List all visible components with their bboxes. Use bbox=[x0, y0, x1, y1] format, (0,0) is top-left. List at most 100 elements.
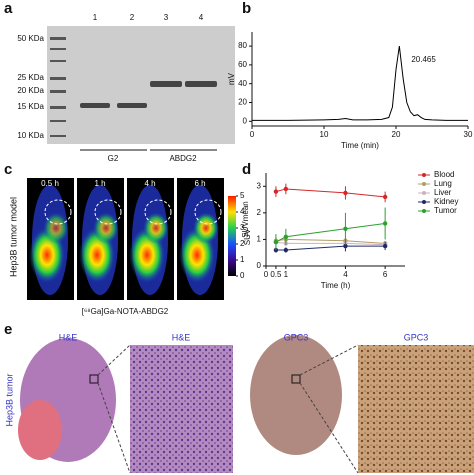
panel-label: a bbox=[4, 0, 13, 17]
legend-marker bbox=[422, 209, 426, 213]
y-tick-label: 1 bbox=[257, 235, 262, 244]
y-tick-label: 0 bbox=[257, 261, 262, 270]
y-tick-label: 60 bbox=[238, 60, 247, 69]
peak-annotation: 20.465 bbox=[411, 55, 436, 64]
histology-row-label: Hep3B tumor bbox=[4, 373, 14, 426]
marker-label: 10 KDa bbox=[17, 131, 44, 140]
zoom-box bbox=[291, 374, 301, 384]
pet-ylabel: Hep3B tumor model bbox=[8, 197, 18, 277]
he-slide-region bbox=[18, 400, 62, 460]
y-tick-label: 40 bbox=[238, 79, 247, 88]
y-tick-label: 20 bbox=[238, 98, 247, 107]
histology-title: GPC3 bbox=[284, 332, 309, 342]
colorbar-tick-label: 2 bbox=[240, 239, 245, 248]
ladder bbox=[50, 37, 66, 137]
data-line bbox=[275, 188, 386, 198]
lane-label: 1 bbox=[93, 13, 98, 22]
tumor-outline bbox=[44, 199, 72, 225]
lane-label: 3 bbox=[164, 13, 169, 22]
pet-uptake bbox=[143, 212, 169, 244]
group-label: G2 bbox=[108, 154, 119, 163]
data-line bbox=[275, 245, 386, 251]
panel-label: b bbox=[242, 0, 251, 17]
pet-caption: [⁶⁸Ga]Ga-NOTA-ABDG2 bbox=[82, 307, 169, 316]
y-tick-label: 80 bbox=[238, 41, 247, 50]
marker-label: 15 KDa bbox=[17, 102, 44, 111]
legend-marker bbox=[422, 200, 426, 204]
data-point bbox=[283, 234, 289, 239]
x-tick-label: 10 bbox=[320, 130, 329, 139]
lane-label: 4 bbox=[199, 13, 204, 22]
y-axis-label: mV bbox=[227, 72, 236, 85]
marker-label: 25 KDa bbox=[17, 73, 44, 82]
he-zoom bbox=[130, 345, 233, 473]
pet-uptake bbox=[93, 212, 119, 244]
colorbar-tick-label: 3 bbox=[240, 223, 245, 232]
x-tick-label: 0 bbox=[264, 270, 269, 279]
x-tick-label: 4 bbox=[343, 270, 348, 279]
colorbar-label: SUV bbox=[243, 228, 252, 245]
data-point bbox=[283, 186, 289, 192]
lane-label: 2 bbox=[130, 13, 135, 22]
data-point bbox=[382, 221, 388, 226]
legend-label: Blood bbox=[434, 170, 454, 179]
colorbar bbox=[228, 196, 236, 276]
x-tick-label: 6 bbox=[383, 270, 388, 279]
y-tick-label: 2 bbox=[257, 208, 262, 217]
colorbar-tick-label: 5 bbox=[240, 191, 245, 200]
pet-time: 6 h bbox=[194, 179, 205, 188]
ihc-slide bbox=[250, 335, 342, 455]
tumor-outline bbox=[94, 199, 122, 225]
data-point bbox=[273, 189, 279, 194]
marker-label: 20 KDa bbox=[17, 86, 44, 95]
data-point bbox=[382, 243, 388, 249]
legend-marker bbox=[422, 191, 426, 195]
x-tick-label: 0 bbox=[250, 130, 255, 139]
legend-label: Tumor bbox=[434, 206, 457, 215]
y-tick-label: 0 bbox=[243, 116, 248, 125]
legend-marker bbox=[422, 182, 426, 186]
tumor-outline bbox=[144, 199, 172, 225]
data-line bbox=[275, 222, 386, 243]
histology-title: H&E bbox=[59, 332, 78, 342]
legend-label: Liver bbox=[434, 188, 452, 197]
colorbar-tick-label: 0 bbox=[240, 271, 245, 280]
legend-label: Lung bbox=[434, 179, 452, 188]
zoom-lines bbox=[97, 344, 359, 474]
pet-uptake bbox=[43, 212, 69, 244]
x-tick-label: 20 bbox=[392, 130, 401, 139]
data-point bbox=[343, 243, 348, 249]
pet-time: 0.5 h bbox=[41, 179, 59, 188]
data-point bbox=[273, 239, 279, 245]
data-point bbox=[283, 247, 289, 253]
histology-title: GPC3 bbox=[404, 332, 429, 342]
panel-label: d bbox=[242, 161, 251, 178]
x-axis-label: Time (h) bbox=[321, 281, 351, 290]
colorbar-tick-label: 1 bbox=[240, 255, 245, 264]
y-axis-label: SUVmean bbox=[241, 201, 250, 237]
colorbar-tick-label: 4 bbox=[240, 207, 245, 216]
histology-title: H&E bbox=[172, 332, 191, 342]
gel-bands bbox=[80, 81, 217, 108]
pet-time: 4 h bbox=[144, 179, 155, 188]
panel-label: c bbox=[4, 161, 12, 178]
panel-label: e bbox=[4, 321, 12, 338]
data-line bbox=[275, 241, 386, 246]
x-axis-label: Time (min) bbox=[341, 141, 379, 150]
data-point bbox=[382, 194, 388, 200]
pet-uptake bbox=[193, 212, 219, 244]
data-line bbox=[275, 238, 386, 244]
x-tick-label: 1 bbox=[284, 270, 289, 279]
data-line bbox=[252, 46, 468, 121]
group-label: ABDG2 bbox=[169, 154, 197, 163]
tumor-outline bbox=[194, 199, 222, 225]
pet-time: 1 h bbox=[94, 179, 105, 188]
data-point bbox=[343, 226, 348, 231]
data-point bbox=[343, 190, 348, 196]
x-tick-label: 0.5 bbox=[270, 270, 282, 279]
marker-label: 50 KDa bbox=[17, 34, 44, 43]
legend-label: Kidney bbox=[434, 197, 458, 206]
y-tick-label: 3 bbox=[257, 181, 262, 190]
x-tick-label: 30 bbox=[464, 130, 473, 139]
